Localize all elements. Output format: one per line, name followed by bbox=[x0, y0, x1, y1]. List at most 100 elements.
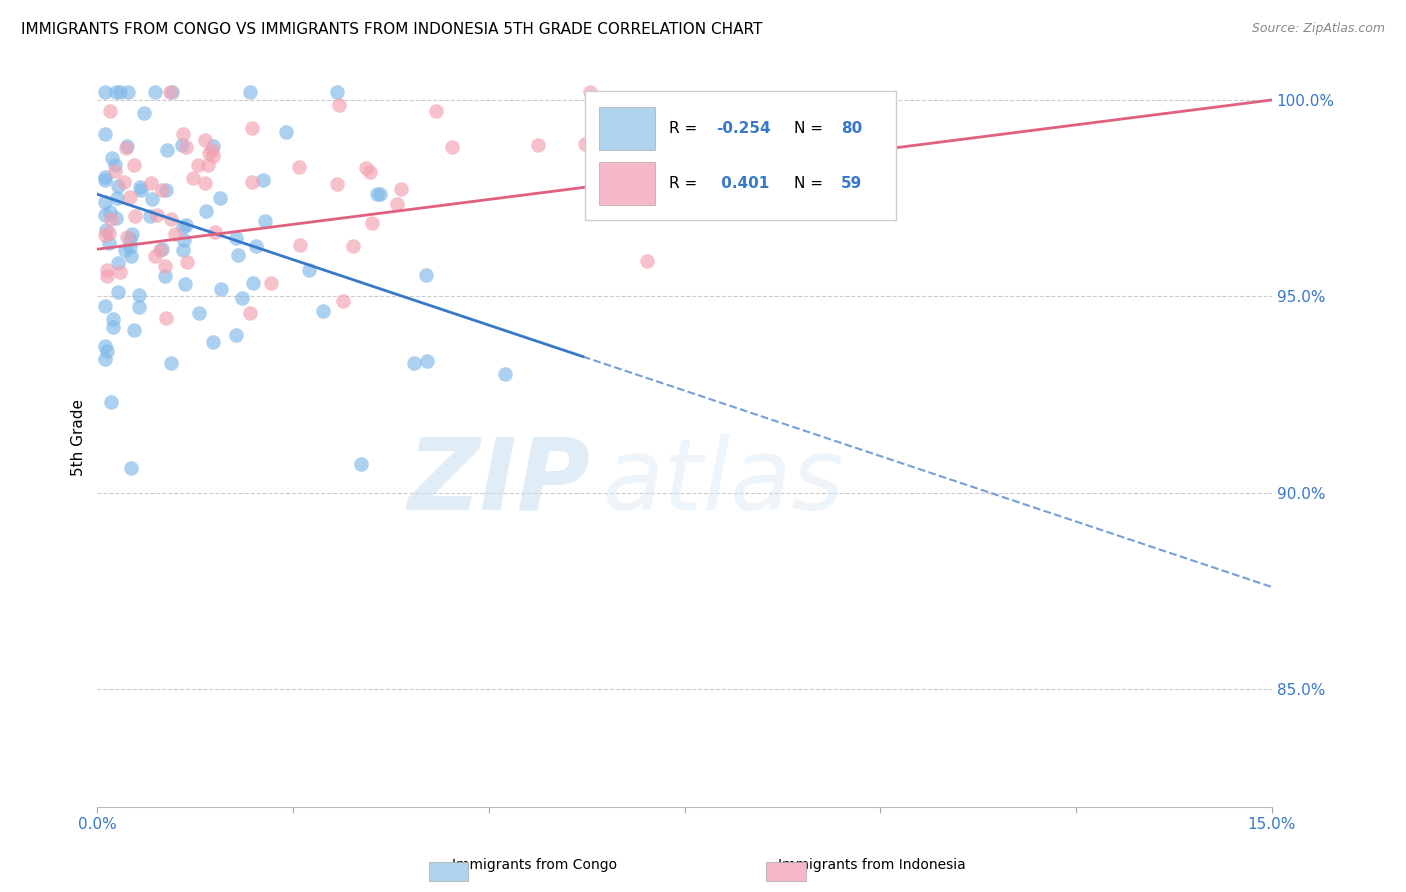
Text: 0.401: 0.401 bbox=[716, 177, 769, 191]
Point bbox=[143, 249, 166, 263]
Point bbox=[160, 355, 183, 369]
Point bbox=[105, 211, 128, 225]
Point bbox=[141, 193, 163, 207]
Point bbox=[114, 140, 136, 154]
Text: 59: 59 bbox=[841, 177, 862, 191]
Point bbox=[188, 306, 211, 320]
Point bbox=[181, 171, 204, 186]
Point bbox=[96, 344, 118, 359]
Point bbox=[155, 183, 177, 197]
Point bbox=[172, 220, 194, 235]
Point bbox=[94, 173, 117, 187]
Point bbox=[108, 265, 131, 279]
Point bbox=[494, 368, 516, 382]
Text: -0.254: -0.254 bbox=[716, 120, 770, 136]
Point bbox=[94, 195, 117, 210]
Point bbox=[170, 138, 193, 153]
Point bbox=[208, 191, 231, 205]
Point bbox=[100, 395, 122, 409]
Point bbox=[100, 211, 122, 226]
Point bbox=[385, 196, 408, 211]
Point bbox=[441, 140, 464, 154]
Point bbox=[114, 243, 136, 257]
Point bbox=[197, 158, 219, 172]
Point bbox=[128, 300, 150, 314]
Point bbox=[242, 276, 264, 290]
Point bbox=[98, 104, 121, 119]
Point bbox=[359, 164, 381, 178]
Point bbox=[128, 288, 150, 302]
Point bbox=[94, 223, 117, 237]
Point bbox=[115, 139, 138, 153]
Point bbox=[202, 138, 225, 153]
Point bbox=[415, 353, 437, 368]
Point bbox=[132, 106, 155, 120]
Point bbox=[231, 291, 253, 305]
Point bbox=[194, 203, 217, 218]
Point bbox=[226, 248, 249, 262]
Point bbox=[240, 174, 263, 188]
Point bbox=[245, 239, 267, 253]
Point bbox=[163, 227, 186, 241]
Point bbox=[105, 85, 128, 99]
Point bbox=[389, 182, 412, 196]
Point bbox=[325, 177, 347, 191]
FancyBboxPatch shape bbox=[599, 162, 655, 205]
Point bbox=[174, 218, 197, 232]
Point bbox=[108, 85, 131, 99]
Point bbox=[156, 144, 179, 158]
Point bbox=[150, 183, 173, 197]
Point bbox=[104, 158, 127, 172]
Point bbox=[121, 249, 143, 263]
Point bbox=[194, 176, 217, 190]
Point bbox=[150, 242, 173, 256]
Point bbox=[143, 85, 166, 99]
Point bbox=[276, 125, 298, 139]
Point bbox=[107, 285, 129, 299]
Point bbox=[288, 238, 311, 252]
Point bbox=[103, 320, 125, 334]
Point bbox=[153, 268, 176, 283]
Point bbox=[239, 85, 262, 99]
Point bbox=[94, 128, 117, 142]
Point bbox=[139, 209, 162, 223]
Point bbox=[209, 282, 232, 296]
Point bbox=[332, 294, 354, 309]
Point bbox=[176, 254, 198, 268]
Point bbox=[94, 351, 117, 366]
Text: 80: 80 bbox=[841, 120, 862, 136]
Point bbox=[186, 158, 208, 172]
Text: R =: R = bbox=[669, 120, 703, 136]
Point bbox=[404, 355, 426, 369]
Point bbox=[328, 98, 350, 112]
Point bbox=[254, 214, 277, 228]
Point bbox=[201, 148, 224, 162]
Point bbox=[239, 306, 262, 320]
Point bbox=[105, 191, 128, 205]
Point bbox=[94, 227, 117, 242]
Text: Source: ZipAtlas.com: Source: ZipAtlas.com bbox=[1251, 22, 1385, 36]
Point bbox=[356, 161, 378, 176]
Y-axis label: 5th Grade: 5th Grade bbox=[72, 400, 86, 476]
Point bbox=[94, 208, 117, 222]
Point bbox=[287, 161, 309, 175]
Point bbox=[260, 276, 283, 290]
Text: R =: R = bbox=[669, 177, 703, 191]
Point bbox=[107, 256, 129, 270]
Point bbox=[94, 170, 117, 185]
Point bbox=[415, 268, 437, 282]
Point bbox=[342, 239, 364, 253]
FancyBboxPatch shape bbox=[599, 107, 655, 150]
Point bbox=[118, 239, 141, 253]
Point bbox=[326, 85, 349, 99]
Point bbox=[96, 269, 118, 284]
Point bbox=[252, 172, 274, 186]
Point bbox=[366, 186, 388, 201]
Point bbox=[155, 311, 177, 326]
Point bbox=[121, 227, 143, 242]
Point bbox=[149, 243, 172, 257]
Point bbox=[173, 233, 195, 247]
Point bbox=[124, 323, 146, 337]
Point bbox=[194, 133, 217, 147]
Point bbox=[118, 189, 141, 203]
